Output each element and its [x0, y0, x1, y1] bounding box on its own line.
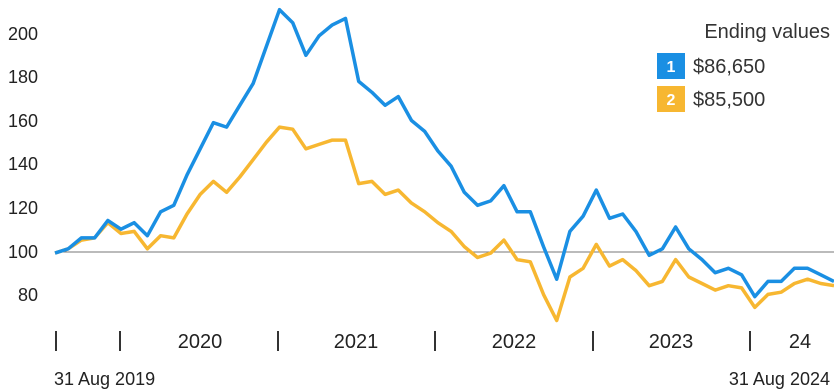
x-label-2024: 24 — [789, 331, 811, 353]
y-tick-120: 120 — [8, 198, 38, 218]
x-axis-ticks — [55, 331, 751, 351]
y-tick-80: 80 — [18, 285, 38, 305]
y-tick-200: 200 — [8, 24, 38, 44]
y-tick-labels: 200 180 160 140 120 100 80 — [8, 24, 38, 305]
series-line-2 — [54, 125, 834, 323]
x-label-2021: 2021 — [334, 331, 379, 353]
x-label-2023: 2023 — [649, 331, 694, 353]
legend: Ending values 1 $86,650 2 $85,500 — [657, 21, 830, 112]
y-tick-180: 180 — [8, 67, 38, 87]
x-year-labels: 2020 2021 2022 2023 24 — [178, 331, 811, 353]
legend-title: Ending values — [704, 21, 830, 43]
legend-number-1: 1 — [667, 59, 676, 76]
y-tick-100: 100 — [8, 242, 38, 262]
legend-value-1: $86,650 — [693, 56, 765, 78]
series-line-1 — [54, 7, 834, 299]
y-tick-140: 140 — [8, 154, 38, 174]
x-label-2022: 2022 — [492, 331, 537, 353]
series-layer — [54, 7, 834, 323]
x-end-date-label: 31 Aug 2024 — [729, 369, 830, 389]
x-label-2020: 2020 — [178, 331, 223, 353]
legend-value-2: $85,500 — [693, 89, 765, 111]
y-tick-160: 160 — [8, 111, 38, 131]
legend-swatch-1 — [657, 53, 685, 79]
legend-number-2: 2 — [667, 92, 676, 109]
x-start-date-label: 31 Aug 2019 — [54, 369, 155, 389]
legend-swatch-2 — [657, 86, 685, 112]
